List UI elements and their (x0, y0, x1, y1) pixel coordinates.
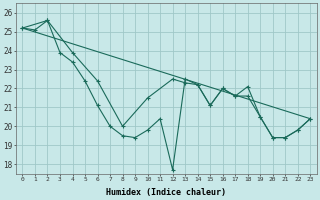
X-axis label: Humidex (Indice chaleur): Humidex (Indice chaleur) (106, 188, 226, 197)
